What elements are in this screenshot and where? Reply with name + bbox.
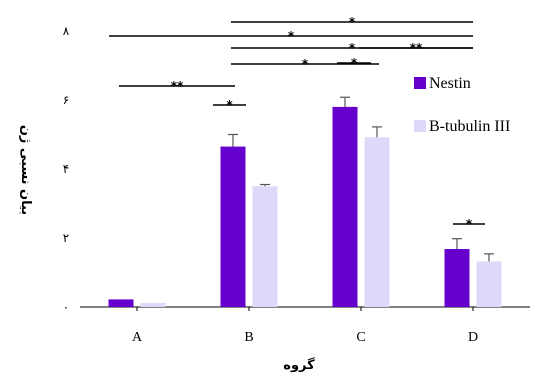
x-tick-label: B xyxy=(244,330,253,345)
y-tick-label: ۲ xyxy=(63,231,69,245)
significance-label: * xyxy=(349,41,356,55)
legend-swatch xyxy=(414,77,426,89)
bar-nestin xyxy=(220,146,246,307)
significance-label: * xyxy=(349,15,356,29)
significance-label: * xyxy=(302,57,309,71)
significance-label: * xyxy=(226,98,233,112)
significance-label: * xyxy=(351,56,358,70)
legend-label: B-tubulin III xyxy=(429,118,510,135)
y-tick-label: ۸ xyxy=(63,24,70,38)
x-tick-label: C xyxy=(356,330,365,345)
bar-b-tubulin-iii xyxy=(252,186,278,307)
bar-nestin xyxy=(332,106,358,308)
x-tick-label: D xyxy=(468,330,478,345)
x-tick-label: A xyxy=(132,330,143,345)
legend-swatch xyxy=(414,120,426,132)
significance-label: ** xyxy=(171,79,184,93)
y-axis-title: بیان نسبی ژن xyxy=(18,125,33,215)
y-tick-label: ۶ xyxy=(63,93,69,107)
legend-label: Nestin xyxy=(429,75,471,92)
bar-b-tubulin-iii xyxy=(476,261,502,307)
significance-label: * xyxy=(288,29,295,43)
x-axis-title: گروه xyxy=(283,357,315,373)
bar-nestin xyxy=(108,299,134,307)
significance-label: ** xyxy=(410,41,423,55)
bar-b-tubulin-iii xyxy=(364,137,390,307)
y-tick-label: ۰ xyxy=(63,300,69,314)
bar-nestin xyxy=(444,249,470,307)
y-tick-label: ۴ xyxy=(63,162,69,176)
bar-b-tubulin-iii xyxy=(140,302,166,307)
significance-label: * xyxy=(466,217,473,231)
